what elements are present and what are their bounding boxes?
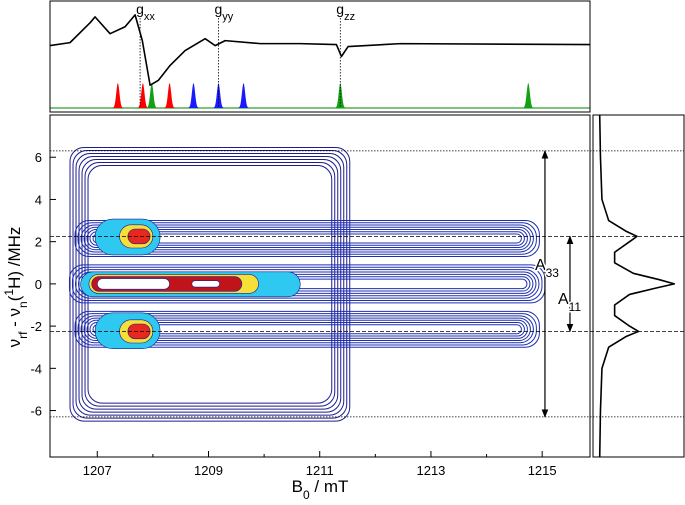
contour-line xyxy=(74,220,540,257)
ylabel-part: ν xyxy=(5,339,24,348)
stick-peak xyxy=(237,83,250,108)
ylabel-part: H) /MHz xyxy=(5,227,24,289)
endor-trace xyxy=(598,114,676,458)
contour-line xyxy=(77,313,537,346)
x-tick-label: 1215 xyxy=(528,463,557,478)
contour-line xyxy=(77,222,537,255)
g-label: gzz xyxy=(336,1,355,23)
epr-trace xyxy=(50,14,590,87)
contour-line xyxy=(75,153,345,416)
stick-peak xyxy=(111,83,124,108)
g-label-sub: yy xyxy=(222,11,234,23)
ylabel-part: rf xyxy=(16,331,30,339)
epr-panel xyxy=(50,14,590,109)
y-tick-label: -6 xyxy=(30,404,42,419)
arrow-label: A33 xyxy=(535,257,559,280)
contour-line xyxy=(83,226,531,251)
contour-line xyxy=(77,271,537,297)
endor-panel xyxy=(598,114,676,458)
arrow-label: A11 xyxy=(558,291,581,314)
contour-region xyxy=(127,228,151,245)
arrow-label-sub: 11 xyxy=(569,300,582,314)
contour-region xyxy=(127,323,151,340)
contour-line xyxy=(86,319,528,339)
ylabel-part: n xyxy=(16,301,30,308)
y-tick-label: 4 xyxy=(35,192,42,207)
arrow-label-main: A xyxy=(558,291,569,308)
contour-line xyxy=(92,324,522,335)
x-tick-label: 1207 xyxy=(83,463,112,478)
y-tick-label: -4 xyxy=(30,361,42,376)
contour-region xyxy=(191,280,220,288)
y-axis-label: νrf - νn(1H) /MHz xyxy=(2,227,30,348)
contour-panel xyxy=(68,147,546,422)
stick-peak xyxy=(163,83,176,108)
contour-line xyxy=(83,317,531,341)
stick-peak xyxy=(334,83,347,108)
ylabel-part: - ν xyxy=(5,308,24,332)
ylabel-part: ( xyxy=(5,295,24,301)
xlabel-part: / mT xyxy=(310,477,349,496)
arrow-label-main: A xyxy=(535,257,546,274)
contour-line xyxy=(92,233,522,244)
contour-line xyxy=(74,310,540,348)
xlabel-part: B xyxy=(292,477,303,496)
stick-peak xyxy=(212,83,225,108)
stick-peak xyxy=(136,83,149,108)
contour-line xyxy=(78,156,342,413)
contour-line xyxy=(89,231,525,246)
g-label-main: g xyxy=(336,1,344,17)
g-label: gxx xyxy=(136,1,155,23)
g-label-main: g xyxy=(215,1,223,17)
stick-peak xyxy=(522,83,535,108)
ylabel-part: 1 xyxy=(2,289,16,296)
y-tick-label: 0 xyxy=(35,277,42,292)
arrow-label-sub: 33 xyxy=(546,266,560,280)
contour-region xyxy=(96,278,170,290)
y-tick-label: -2 xyxy=(30,319,42,334)
x-tick-label: 1213 xyxy=(416,463,445,478)
x-tick-label: 1211 xyxy=(306,463,334,478)
g-label-main: g xyxy=(136,1,144,17)
y-tick-label: 2 xyxy=(35,235,42,250)
contour-line xyxy=(86,229,528,248)
contour-line xyxy=(80,224,534,253)
x-axis-label: B0 / mT xyxy=(292,477,349,500)
contour-line xyxy=(69,147,351,422)
g-label: gyy xyxy=(215,1,234,23)
top-frame xyxy=(49,0,591,113)
contour-line xyxy=(80,315,534,344)
xlabel-part: 0 xyxy=(303,488,310,500)
stick-peak xyxy=(187,83,200,108)
g-label-sub: xx xyxy=(144,11,156,23)
y-tick-label: 6 xyxy=(35,150,42,165)
stick-peak xyxy=(145,83,158,108)
g-label-sub: zz xyxy=(344,11,355,23)
x-tick-label: 1209 xyxy=(194,463,223,478)
side-frame xyxy=(592,114,685,458)
contour-line xyxy=(89,322,525,337)
contour-line xyxy=(74,269,540,299)
